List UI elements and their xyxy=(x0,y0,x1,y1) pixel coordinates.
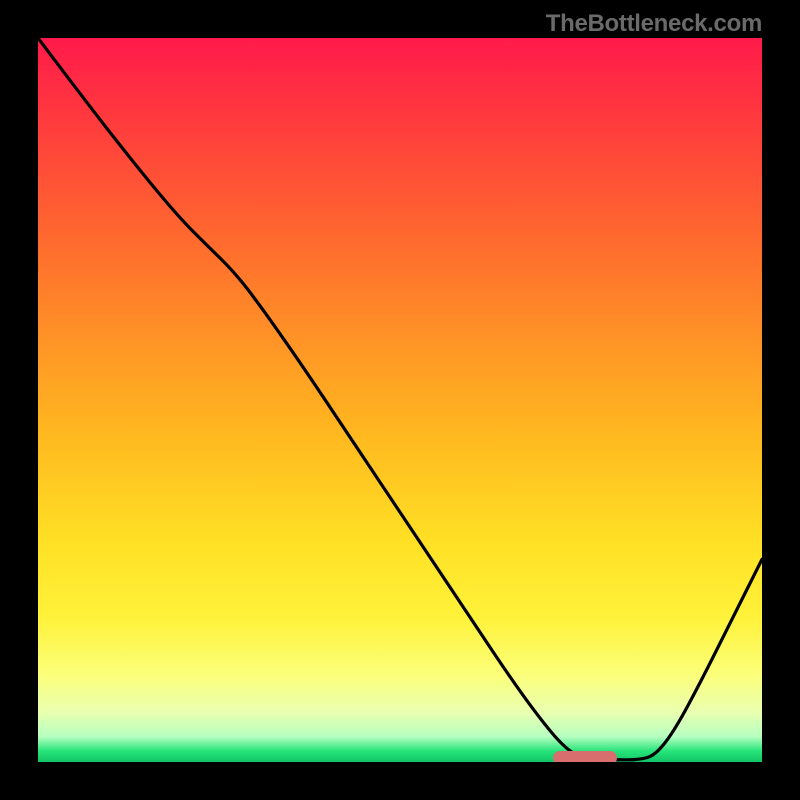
curve-path xyxy=(38,38,762,760)
optimal-range-marker xyxy=(553,751,617,762)
chart-frame: TheBottleneck.com xyxy=(0,0,800,800)
watermark-text: TheBottleneck.com xyxy=(546,10,762,38)
plot-area xyxy=(38,38,762,762)
bottleneck-curve xyxy=(38,38,762,762)
